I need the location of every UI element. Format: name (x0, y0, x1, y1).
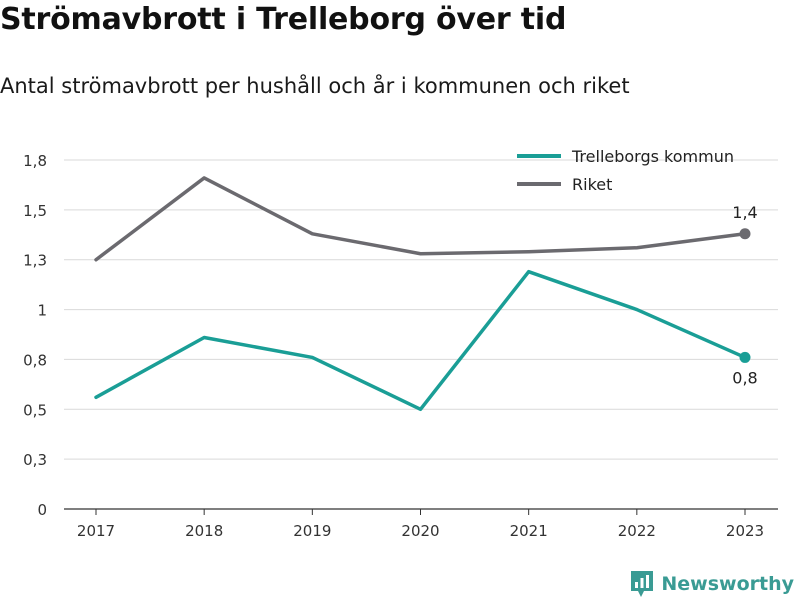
x-tick-label: 2017 (77, 522, 115, 540)
y-tick-label: 1,3 (23, 252, 47, 270)
newsworthy-logo-icon (631, 571, 654, 597)
series-line (94, 176, 747, 262)
x-tick-label: 2023 (726, 522, 764, 540)
series-end-point (739, 228, 751, 240)
axes: 0 0,3 0,5 0,8 1 1,3 1,5 1,8 2017 2018 2019 2020 2021… (23, 152, 778, 540)
legend-label: Trelleborgs kommun (571, 147, 734, 166)
chart-subtitle: Antal strömavbrott per hushåll och år i … (0, 74, 630, 98)
newsworthy-brand: Newsworthy (629, 569, 794, 599)
series-line (94, 269, 747, 412)
y-tick-label: 1 (37, 302, 47, 320)
series-end-point (739, 351, 751, 363)
y-tick-label: 0,3 (23, 451, 47, 469)
y-tick-label: 0,5 (23, 401, 47, 419)
legend: Trelleborgs kommun Riket (517, 147, 734, 194)
legend-label: Riket (572, 175, 612, 194)
x-tick-label: 2019 (293, 522, 331, 540)
series-lines (94, 176, 751, 412)
y-tick-label: 1,8 (23, 152, 47, 170)
brand-label: Newsworthy (661, 573, 794, 595)
y-tick-label: 1,5 (23, 202, 47, 220)
x-tick-label: 2020 (401, 522, 439, 540)
chart-title: Strömavbrott i Trelleborg över tid (0, 2, 567, 37)
x-tick-label: 2022 (618, 522, 656, 540)
y-tick-label: 0 (37, 501, 47, 519)
end-value-label: 0,8 (732, 368, 757, 387)
x-tick-label: 2018 (185, 522, 223, 540)
gridlines (64, 159, 778, 460)
data-labels: 0,8 1,4 (732, 203, 757, 388)
y-tick-label: 0,8 (23, 351, 47, 369)
end-value-label: 1,4 (732, 203, 757, 222)
x-tick-label: 2021 (510, 522, 548, 540)
